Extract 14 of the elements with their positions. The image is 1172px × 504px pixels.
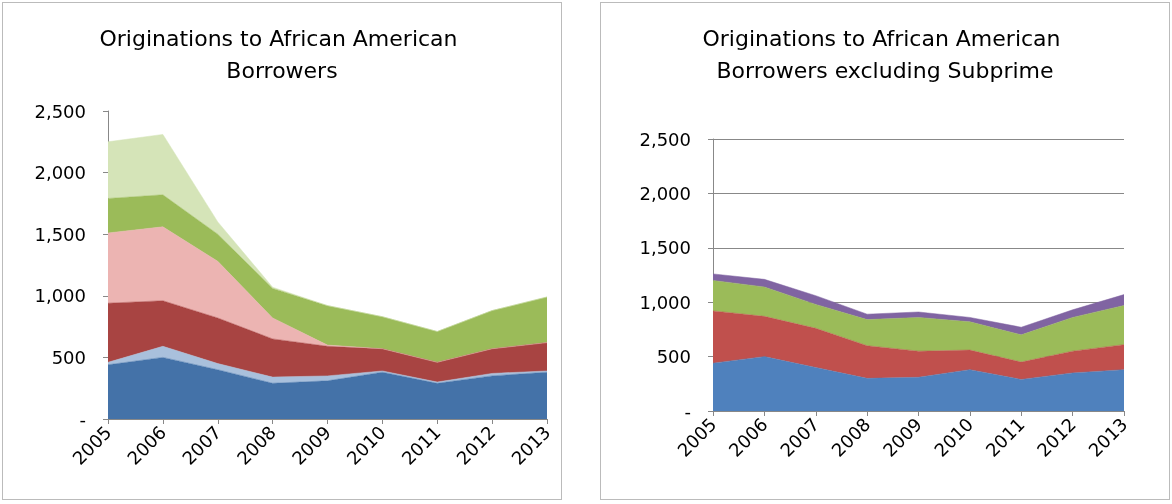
y-tick-label: 1,500 [34,223,86,245]
chart-title: Originations to African American Borrowers [99,25,465,83]
y-tick-label: 2,000 [639,182,691,204]
y-tick-label: 2,500 [639,128,691,150]
y-tick-label: 2,000 [34,162,86,184]
y-tick-label: 500 [656,346,691,368]
y-tick-label: - [79,408,86,430]
y-tick-label: 1,500 [639,237,691,259]
y-tick-label: 2,500 [34,100,86,122]
y-tick-label: 1,000 [34,285,86,307]
y-tick-label: - [684,400,691,422]
y-tick-label: 500 [51,346,86,368]
y-tick-label: 1,000 [639,291,691,313]
chart-title: Originations to African American Borrowers excluding Subprime [702,25,1068,83]
